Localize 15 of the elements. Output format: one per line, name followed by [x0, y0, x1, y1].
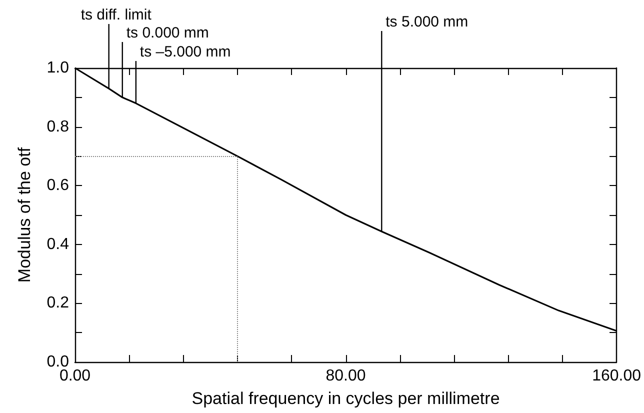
annotation: ts 0.000 mm: [126, 24, 209, 42]
y-tick-label: 0.0: [46, 354, 70, 370]
x-tick-label: 0.00: [59, 368, 91, 384]
x-tick-label: 160.00: [592, 368, 642, 384]
y-tick-label: 0.2: [46, 294, 70, 312]
annotation: ts 5.000 mm: [386, 14, 468, 30]
x-tick-label: 80.00: [326, 368, 366, 384]
y-tick-label: 0.6: [46, 177, 70, 194]
annotation: ts –5.000 mm: [140, 44, 231, 60]
y-tick-label: 0.4: [46, 236, 70, 253]
x-axis-title: Spatial frequency in cycles per millimetre: [192, 389, 500, 408]
annotation: ts diff. limit: [80, 6, 152, 24]
y-tick-label: 1.0: [46, 60, 70, 76]
y-tick-label: 0.8: [46, 118, 70, 136]
y-axis-title: Modulus of the otf: [15, 147, 34, 283]
